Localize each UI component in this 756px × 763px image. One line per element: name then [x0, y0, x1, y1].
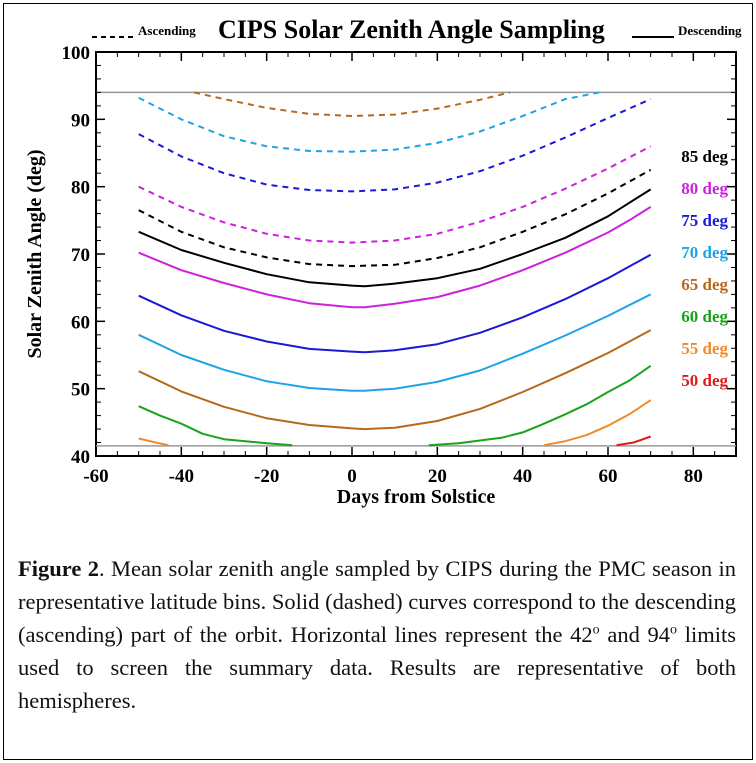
- legend-entry-5: 60 deg: [681, 307, 728, 326]
- caption-sup-2: o: [670, 622, 678, 638]
- y-tick-label: 90: [71, 110, 90, 131]
- series-80-ascending-3: [138, 145, 652, 244]
- series-80-descending-2: [138, 206, 652, 309]
- x-tick-label: 40: [513, 466, 532, 487]
- x-tick-label: 0: [347, 466, 357, 487]
- y-tick-label: 100: [62, 43, 91, 64]
- series-75-ascending-5: [138, 98, 652, 193]
- caption-text-2: and 94: [599, 622, 671, 647]
- figure-caption: Figure 2. Mean solar zenith angle sample…: [18, 552, 736, 717]
- x-tick-label: 60: [599, 466, 618, 487]
- series-85-descending-0: [138, 188, 652, 288]
- series-50-descending-14: [616, 435, 652, 447]
- series-60-descending-11: [428, 364, 652, 447]
- x-tick-label: 20: [428, 466, 447, 487]
- x-tick-label: -20: [254, 466, 279, 487]
- series-85-ascending-1: [138, 168, 652, 268]
- figure-label: Figure 2: [18, 556, 99, 581]
- x-axis-label: Days from Solstice: [337, 486, 496, 508]
- ascending-legend-label: Ascending: [138, 23, 196, 38]
- legend-entry-7: 50 deg: [681, 371, 728, 390]
- series-65-descending-8: [138, 329, 652, 431]
- reference-lines: [96, 91, 736, 447]
- descending-legend-label: Descending: [678, 23, 742, 38]
- series-55-descending-13: [543, 399, 652, 447]
- y-tick-label: 50: [71, 380, 90, 401]
- line-style-legend: Ascending CIPS Solar Zenith Angle Sampli…: [92, 15, 742, 44]
- legend-entry-6: 55 deg: [681, 339, 728, 358]
- series-70-ascending-7: [138, 91, 600, 153]
- series-60-descending-10: [138, 405, 293, 447]
- caption-text-3: limits used to screen the summary data. …: [18, 622, 737, 713]
- series-70-descending-6: [138, 293, 652, 392]
- series-55-descending-12: [138, 437, 169, 447]
- y-tick-label: 70: [71, 245, 90, 266]
- y-axis-label: Solar Zenith Angle (deg): [24, 149, 46, 358]
- series-65-ascending-9: [193, 91, 511, 117]
- latitude-legend: 85 deg 80 deg 75 deg 70 deg 65 deg 60 deg 55 d…: [681, 147, 728, 390]
- legend-entry-1: 80 deg: [681, 179, 728, 198]
- x-tick-label: -60: [83, 466, 108, 487]
- y-tick-label: 80: [71, 178, 90, 199]
- y-tick-label: 40: [71, 447, 90, 468]
- chart-title: CIPS Solar Zenith Angle Sampling: [218, 15, 605, 44]
- legend-entry-0: 85 deg: [681, 147, 728, 166]
- y-axis: 40 50 60 70 80 90 100: [62, 43, 736, 468]
- series-layer: [138, 91, 652, 447]
- legend-entry-3: 70 deg: [681, 243, 728, 262]
- legend-entry-2: 75 deg: [681, 211, 728, 230]
- x-tick-label: -40: [169, 466, 194, 487]
- x-axis: -60 -40 -20 0 20 40 60 80: [83, 52, 737, 487]
- legend-entry-4: 65 deg: [681, 275, 728, 294]
- sza-chart: Ascending CIPS Solar Zenith Angle Sampli…: [24, 15, 742, 508]
- x-tick-label: 80: [684, 466, 703, 487]
- y-tick-label: 60: [71, 312, 90, 333]
- caption-text-1: . Mean solar zenith angle sampled by CIP…: [18, 556, 736, 647]
- series-75-descending-4: [138, 253, 652, 354]
- figure-frame: [3, 3, 753, 760]
- caption-sup-1: o: [592, 622, 600, 638]
